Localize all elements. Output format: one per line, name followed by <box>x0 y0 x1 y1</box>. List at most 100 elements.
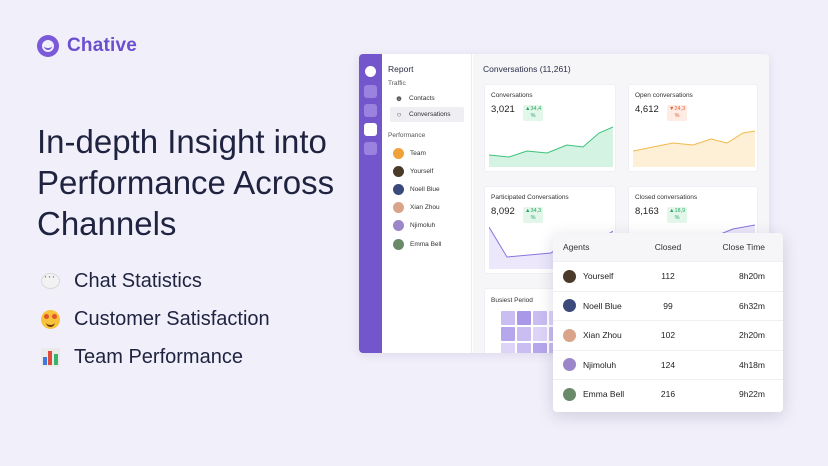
feature-item: Customer Satisfaction <box>40 300 270 338</box>
closed-count: 216 <box>660 389 676 400</box>
heatmap-cell <box>517 327 531 341</box>
agent-name: Noell Blue <box>583 300 622 311</box>
table-row[interactable]: Emma Bell 216 9h22m <box>553 379 783 409</box>
reports-icon[interactable] <box>364 123 377 136</box>
avatar <box>563 358 576 372</box>
sidebar-item-label: Xian Zhou <box>410 204 440 211</box>
avatar <box>563 269 576 283</box>
starstruck-face-icon <box>40 309 60 329</box>
stat-value: 8,163 <box>635 206 659 217</box>
chative-logo-icon <box>37 35 59 57</box>
agent-name: Xian Zhou <box>583 330 622 341</box>
closed-count: 102 <box>660 330 676 341</box>
inbox-icon[interactable] <box>364 85 377 98</box>
settings-icon[interactable] <box>364 142 377 155</box>
stat-delta: ▲34,3% <box>523 207 544 223</box>
avatar <box>393 239 404 250</box>
contacts-icon[interactable] <box>364 104 377 117</box>
heatmap-cell <box>517 343 531 353</box>
heatmap-cell <box>533 327 547 341</box>
feature-label: Chat Statistics <box>74 269 202 292</box>
speech-bubble-icon <box>40 269 60 291</box>
sidebar-item-label: Yourself <box>410 168 434 175</box>
column-header-agents[interactable]: Agents <box>563 242 590 252</box>
table-row[interactable]: Yourself 112 8h20m <box>553 261 783 291</box>
sidebar-item-xian-zhou[interactable]: Xian Zhou <box>390 200 464 215</box>
chat-icon: ○ <box>396 110 402 119</box>
stat-delta: ▲18,9% <box>667 207 688 223</box>
close-time: 8h20m <box>739 271 765 282</box>
busiest-period-title: Busiest Period <box>491 297 533 304</box>
sidebar-item-label: Emma Bell <box>410 241 442 248</box>
avatar <box>563 299 576 313</box>
stat-title: Participated Conversations <box>491 194 569 201</box>
sidebar-item-team[interactable]: Team <box>390 146 464 161</box>
users-icon: ☻ <box>394 94 404 103</box>
open-conversations-sparkline <box>633 130 755 167</box>
stat-card-conversations[interactable]: Conversations 3,021 ▲34,4% <box>484 84 616 172</box>
heatmap-cell <box>533 311 547 325</box>
sidebar-section-traffic: Traffic <box>388 80 406 87</box>
brand-name: Chative <box>67 35 138 56</box>
sidebar-item-label: Conversations <box>409 111 451 118</box>
column-header-close-time[interactable]: Close Time <box>722 242 765 252</box>
brand[interactable]: Chative <box>37 35 137 57</box>
stat-value: 4,612 <box>635 104 659 115</box>
sidebar-item-label: Njimoluh <box>410 222 436 229</box>
close-time: 6h32m <box>739 300 765 311</box>
stat-title: Closed conversations <box>635 194 698 201</box>
sidebar-item-label: Team <box>410 150 426 157</box>
feature-item: Chat Statistics <box>40 262 270 300</box>
sidebar-item-conversations[interactable]: ○ Conversations <box>390 107 464 122</box>
heatmap-cell <box>533 343 547 353</box>
stat-delta: ▲34,4% <box>523 105 544 121</box>
feature-list: Chat Statistics Customer Satisfaction Te… <box>40 262 270 376</box>
stat-value: 8,092 <box>491 206 515 217</box>
heatmap-cell <box>517 311 531 325</box>
sidebar-item-njimoluh[interactable]: Njimoluh <box>390 218 464 233</box>
table-row[interactable]: Njimoluh 124 4h18m <box>553 349 783 380</box>
avatar <box>393 184 404 195</box>
table-row[interactable]: Noell Blue 99 6h32m <box>553 290 783 321</box>
sidebar-item-emma-bell[interactable]: Emma Bell <box>390 237 464 252</box>
sidebar-section-performance: Performance <box>388 132 426 139</box>
avatar <box>393 202 404 213</box>
headline: In-depth Insight into Performance Across… <box>37 123 335 242</box>
sidebar-item-noell-blue[interactable]: Noell Blue <box>390 182 464 197</box>
app-rail <box>359 54 382 353</box>
sidebar-title: Report <box>388 64 414 74</box>
stat-title: Open conversations <box>635 92 693 99</box>
column-header-closed[interactable]: Closed <box>654 242 682 252</box>
feature-item: Team Performance <box>40 338 270 376</box>
stat-value: 3,021 <box>491 104 515 115</box>
sidebar-item-contacts[interactable]: ☻ Contacts <box>390 91 464 106</box>
stat-delta: ▼24,3% <box>667 105 688 121</box>
app-logo-icon[interactable] <box>365 66 376 77</box>
close-time: 2h20m <box>739 330 765 341</box>
bar-chart-icon <box>40 347 60 367</box>
heatmap-cell <box>501 343 515 353</box>
closed-count: 112 <box>661 271 675 282</box>
table-row[interactable]: Xian Zhou 102 2h20m <box>553 320 783 350</box>
agent-name: Emma Bell <box>583 389 625 400</box>
avatar <box>563 387 576 401</box>
heatmap-cell <box>501 311 515 325</box>
sidebar-item-yourself[interactable]: Yourself <box>390 164 464 179</box>
table-header: Agents Closed Close Time <box>553 233 783 261</box>
avatar <box>563 328 576 342</box>
close-time: 9h22m <box>739 389 765 400</box>
conversations-sparkline <box>489 126 613 167</box>
stat-title: Conversations <box>491 92 533 99</box>
feature-label: Customer Satisfaction <box>74 307 270 330</box>
agent-name: Njimoluh <box>583 359 617 370</box>
stat-card-open-conversations[interactable]: Open conversations 4,612 ▼24,3% <box>628 84 758 172</box>
team-avatar <box>393 148 404 159</box>
agents-table: Agents Closed Close Time Yourself 112 8h… <box>553 233 783 412</box>
closed-count: 99 <box>663 300 673 311</box>
report-sidebar: Report Traffic ☻ Contacts ○ Conversation… <box>382 54 472 353</box>
heatmap-cell <box>501 327 515 341</box>
feature-label: Team Performance <box>74 345 243 368</box>
avatar <box>393 166 404 177</box>
page-title: Conversations (11,261) <box>483 64 571 74</box>
sidebar-item-label: Contacts <box>409 95 435 102</box>
